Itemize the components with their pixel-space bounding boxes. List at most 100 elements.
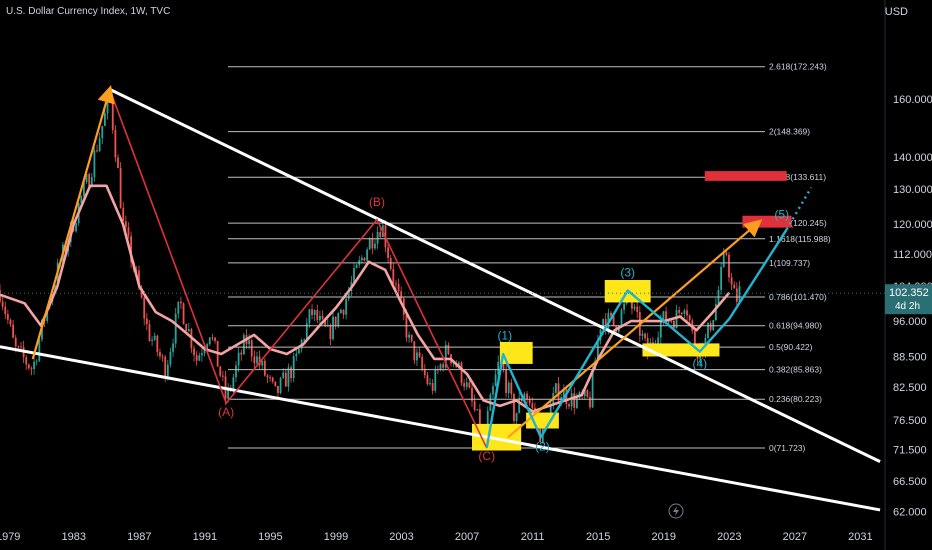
time-axis: 1979 1983 1987 1991 1995 1999 2003 2007 2011 2015… — [0, 531, 873, 543]
candle-body — [657, 337, 660, 344]
price-tick-label: 130.000 — [893, 184, 932, 196]
candle-body — [565, 389, 568, 405]
candle-body — [413, 341, 416, 361]
fib-label-0.382: 0.382(85.863) — [769, 365, 822, 375]
wave-label: (4) — [692, 356, 707, 370]
candle-body — [374, 243, 376, 249]
target-box — [742, 215, 792, 228]
abc-correction-path — [109, 89, 488, 449]
time-tick-label: 1983 — [62, 531, 86, 543]
candle-body — [492, 386, 494, 395]
candle-body — [507, 382, 510, 394]
abc-layer — [109, 89, 488, 449]
candle-body — [431, 383, 434, 391]
abc-label: (A) — [218, 405, 234, 419]
candle-body — [311, 309, 313, 316]
price-tick-label: 82.500 — [893, 382, 927, 394]
candle-body — [269, 377, 271, 379]
candle-body — [221, 375, 224, 377]
candle-body — [182, 303, 185, 325]
candle-body — [177, 301, 180, 314]
candle-body — [287, 367, 290, 387]
target-box — [704, 171, 787, 181]
candle-body — [473, 400, 476, 410]
highlight-box — [642, 343, 720, 357]
candle-body — [263, 360, 266, 376]
candle-body — [652, 342, 654, 345]
price-axis: 62.000 66.500 71.500 76.500 82.500 88.500 96.0… — [884, 0, 932, 550]
time-tick-label: 1979 — [0, 531, 20, 543]
fib-levels-layer: 0(71.723) 0.236(80.223) 0.382(85.863) 0.5(9… — [228, 62, 831, 453]
candle-body — [274, 381, 277, 386]
candle-body — [531, 403, 534, 408]
candle-body — [353, 268, 355, 283]
fib-label-0: 0(71.723) — [769, 443, 806, 453]
candle-body — [418, 352, 421, 357]
time-tick-label: 2011 — [521, 531, 545, 543]
candle-body — [665, 311, 667, 323]
time-tick-label: 2031 — [848, 531, 872, 543]
candle-body — [518, 397, 521, 413]
candle-body — [93, 150, 96, 178]
candle-body — [589, 396, 591, 408]
candle-body — [620, 309, 623, 327]
candle-body — [379, 232, 382, 238]
candle-body — [193, 348, 195, 356]
candle-body — [610, 312, 612, 316]
candle-body — [206, 344, 209, 350]
candle-body — [195, 355, 198, 361]
candle-body — [156, 335, 159, 353]
moving-average-layer — [0, 184, 731, 413]
candle-body — [688, 315, 691, 321]
candle-body — [709, 322, 712, 331]
candle-body — [460, 362, 463, 384]
candle-body — [347, 291, 350, 299]
candle-body — [334, 316, 337, 327]
candle-body — [363, 257, 366, 261]
candle-body — [633, 306, 636, 309]
candle-body — [568, 404, 570, 407]
candle-body — [290, 367, 292, 379]
candle-body — [174, 313, 177, 344]
candle-body — [465, 382, 468, 387]
fib-label-0.236: 0.236(80.223) — [769, 394, 822, 404]
candle-body — [172, 343, 174, 352]
trendline-upper — [109, 88, 881, 463]
candle-body — [240, 352, 243, 355]
wave-projection-dotted — [785, 186, 813, 231]
candle-body — [539, 421, 542, 443]
candle-body — [101, 125, 104, 139]
candle-body — [575, 397, 578, 408]
candle-body — [387, 247, 389, 258]
candle-body — [602, 319, 605, 330]
fib-label-0.786: 0.786(101.470) — [769, 292, 827, 302]
candle-body — [497, 361, 500, 375]
candle-body — [258, 356, 261, 366]
candle-body — [400, 291, 403, 299]
candle-body — [111, 100, 114, 131]
wave-label: (2) — [535, 440, 550, 454]
highlight-box — [499, 341, 533, 364]
candle-body — [712, 320, 715, 331]
wave-label: (5) — [774, 208, 789, 222]
price-tick-label: 76.500 — [893, 415, 927, 427]
candle-body — [659, 319, 662, 338]
candle-body — [735, 288, 738, 302]
candle-body — [85, 174, 88, 183]
candle-body — [12, 324, 15, 338]
candle-body — [720, 266, 723, 290]
candle-body — [586, 389, 589, 397]
candle-body — [14, 337, 17, 347]
candle-body — [636, 306, 639, 312]
candle-body — [145, 318, 148, 325]
candle-body — [90, 177, 93, 187]
impulse-arrow — [507, 219, 763, 439]
fib-label-1.1618: 1.1618(115.988) — [769, 234, 831, 244]
elliott-wave-path — [485, 228, 788, 449]
candle-body — [471, 387, 473, 401]
candle-body — [282, 372, 285, 378]
candle-body — [463, 383, 466, 387]
candle-body — [725, 252, 728, 255]
lightning-icon-glyph — [673, 506, 679, 516]
